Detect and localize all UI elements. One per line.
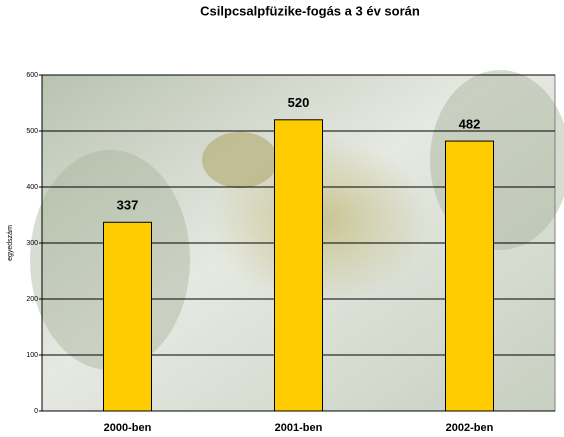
y-tick-label: 600 <box>26 72 38 79</box>
x-tick-label: 2002-ben <box>446 422 494 434</box>
y-tick-label: 500 <box>26 128 38 135</box>
y-tick-label: 100 <box>26 352 38 359</box>
bar <box>103 221 152 412</box>
chart-title: Csilpcsalpfüzike-fogás a 3 év során <box>200 3 420 18</box>
y-axis-label: egyedszám <box>7 225 14 261</box>
bar <box>274 119 323 412</box>
background-shape <box>202 132 278 188</box>
x-tick-label: 2001-ben <box>275 422 323 434</box>
x-tick-label: 2000-ben <box>104 422 152 434</box>
y-tick-label: 0 <box>34 408 38 415</box>
bar <box>445 140 494 412</box>
y-tick-label: 300 <box>26 240 38 247</box>
y-tick-label: 200 <box>26 296 38 303</box>
value-label: 520 <box>288 95 310 110</box>
y-tick-label: 400 <box>26 184 38 191</box>
value-label: 482 <box>459 117 481 132</box>
value-label: 337 <box>117 198 139 213</box>
